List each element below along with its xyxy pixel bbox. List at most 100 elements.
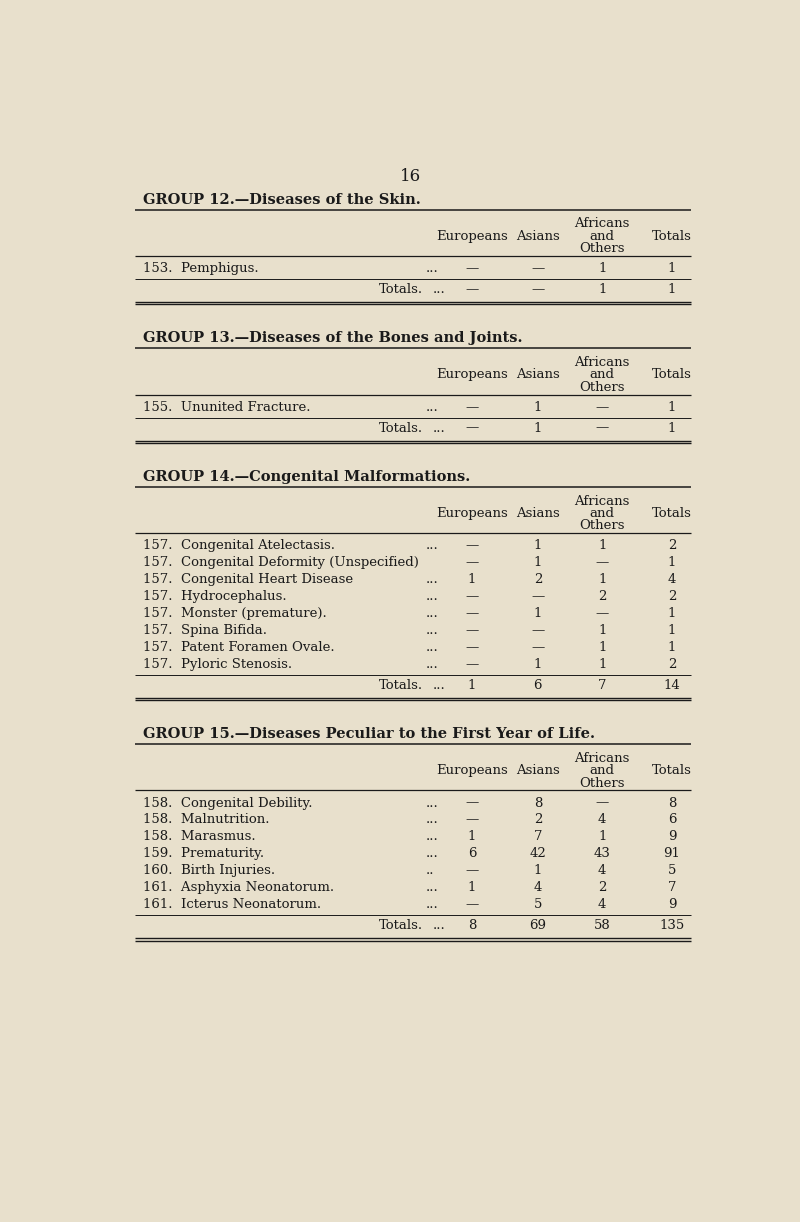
Text: ...: ...	[426, 590, 438, 604]
Text: and: and	[590, 230, 614, 243]
Text: 1: 1	[598, 573, 606, 587]
Text: Totals.: Totals.	[379, 919, 423, 932]
Text: Others: Others	[579, 242, 625, 255]
Text: ...: ...	[426, 814, 438, 826]
Text: 9: 9	[668, 831, 676, 843]
Text: 1: 1	[598, 831, 606, 843]
Text: 157.  Patent Foramen Ovale.: 157. Patent Foramen Ovale.	[142, 642, 334, 654]
Text: Others: Others	[579, 776, 625, 789]
Text: —: —	[466, 422, 478, 435]
Text: ...: ...	[426, 624, 438, 637]
Text: —: —	[466, 263, 478, 275]
Text: 157.  Congenital Heart Disease: 157. Congenital Heart Disease	[142, 573, 353, 587]
Text: —: —	[466, 401, 478, 414]
Text: —: —	[595, 797, 609, 809]
Text: ...: ...	[426, 657, 438, 671]
Text: 14: 14	[663, 678, 680, 692]
Text: 135: 135	[659, 919, 685, 932]
Text: 7: 7	[598, 678, 606, 692]
Text: Europeans: Europeans	[436, 764, 508, 777]
Text: Africans: Africans	[574, 752, 630, 765]
Text: 8: 8	[468, 919, 476, 932]
Text: —: —	[466, 814, 478, 826]
Text: Others: Others	[579, 519, 625, 533]
Text: Asians: Asians	[516, 368, 560, 381]
Text: 6: 6	[668, 814, 676, 826]
Text: 5: 5	[534, 898, 542, 912]
Text: 153.  Pemphigus.: 153. Pemphigus.	[142, 263, 258, 275]
Text: 1: 1	[668, 607, 676, 620]
Text: Asians: Asians	[516, 507, 560, 521]
Text: ...: ...	[434, 422, 446, 435]
Text: GROUP 13.—Diseases of the Bones and Joints.: GROUP 13.—Diseases of the Bones and Join…	[142, 331, 522, 346]
Text: 6: 6	[534, 678, 542, 692]
Text: 2: 2	[598, 881, 606, 895]
Text: —: —	[466, 898, 478, 912]
Text: Africans: Africans	[574, 356, 630, 369]
Text: 1: 1	[668, 624, 676, 637]
Text: Totals: Totals	[652, 230, 692, 243]
Text: Totals.: Totals.	[379, 422, 423, 435]
Text: and: and	[590, 764, 614, 777]
Text: 1: 1	[534, 556, 542, 569]
Text: 2: 2	[534, 814, 542, 826]
Text: 2: 2	[668, 657, 676, 671]
Text: ...: ...	[426, 573, 438, 587]
Text: 8: 8	[668, 797, 676, 809]
Text: 1: 1	[598, 642, 606, 654]
Text: —: —	[531, 263, 545, 275]
Text: 157.  Congenital Deformity (Unspecified): 157. Congenital Deformity (Unspecified)	[142, 556, 418, 569]
Text: ...: ...	[434, 284, 446, 296]
Text: 2: 2	[534, 573, 542, 587]
Text: 1: 1	[468, 831, 476, 843]
Text: —: —	[595, 422, 609, 435]
Text: ...: ...	[426, 401, 438, 414]
Text: 4: 4	[668, 573, 676, 587]
Text: 6: 6	[468, 847, 476, 860]
Text: 155.  Ununited Fracture.: 155. Ununited Fracture.	[142, 401, 310, 414]
Text: Asians: Asians	[516, 764, 560, 777]
Text: ...: ...	[426, 831, 438, 843]
Text: —: —	[466, 556, 478, 569]
Text: and: and	[590, 507, 614, 521]
Text: ...: ...	[434, 919, 446, 932]
Text: 1: 1	[534, 864, 542, 877]
Text: 157.  Spina Bifida.: 157. Spina Bifida.	[142, 624, 266, 637]
Text: 7: 7	[534, 831, 542, 843]
Text: 160.  Birth Injuries.: 160. Birth Injuries.	[142, 864, 274, 877]
Text: 43: 43	[594, 847, 610, 860]
Text: ...: ...	[426, 797, 438, 809]
Text: ...: ...	[426, 847, 438, 860]
Text: ...: ...	[434, 678, 446, 692]
Text: 5: 5	[668, 864, 676, 877]
Text: —: —	[531, 642, 545, 654]
Text: 1: 1	[598, 657, 606, 671]
Text: Totals: Totals	[652, 764, 692, 777]
Text: ...: ...	[426, 607, 438, 620]
Text: Asians: Asians	[516, 230, 560, 243]
Text: —: —	[466, 657, 478, 671]
Text: 69: 69	[530, 919, 546, 932]
Text: Africans: Africans	[574, 495, 630, 507]
Text: —: —	[595, 401, 609, 414]
Text: 1: 1	[668, 642, 676, 654]
Text: —: —	[466, 642, 478, 654]
Text: 158.  Marasmus.: 158. Marasmus.	[142, 831, 255, 843]
Text: 1: 1	[534, 657, 542, 671]
Text: —: —	[531, 590, 545, 604]
Text: 2: 2	[668, 590, 676, 604]
Text: 1: 1	[468, 573, 476, 587]
Text: 161.  Asphyxia Neonatorum.: 161. Asphyxia Neonatorum.	[142, 881, 334, 895]
Text: 2: 2	[668, 539, 676, 552]
Text: ..: ..	[426, 864, 434, 877]
Text: —: —	[531, 284, 545, 296]
Text: 157.  Congenital Atelectasis.: 157. Congenital Atelectasis.	[142, 539, 334, 552]
Text: Africans: Africans	[574, 218, 630, 231]
Text: 1: 1	[668, 284, 676, 296]
Text: Europeans: Europeans	[436, 368, 508, 381]
Text: 7: 7	[668, 881, 676, 895]
Text: 1: 1	[598, 624, 606, 637]
Text: 161.  Icterus Neonatorum.: 161. Icterus Neonatorum.	[142, 898, 321, 912]
Text: 1: 1	[468, 678, 476, 692]
Text: —: —	[466, 797, 478, 809]
